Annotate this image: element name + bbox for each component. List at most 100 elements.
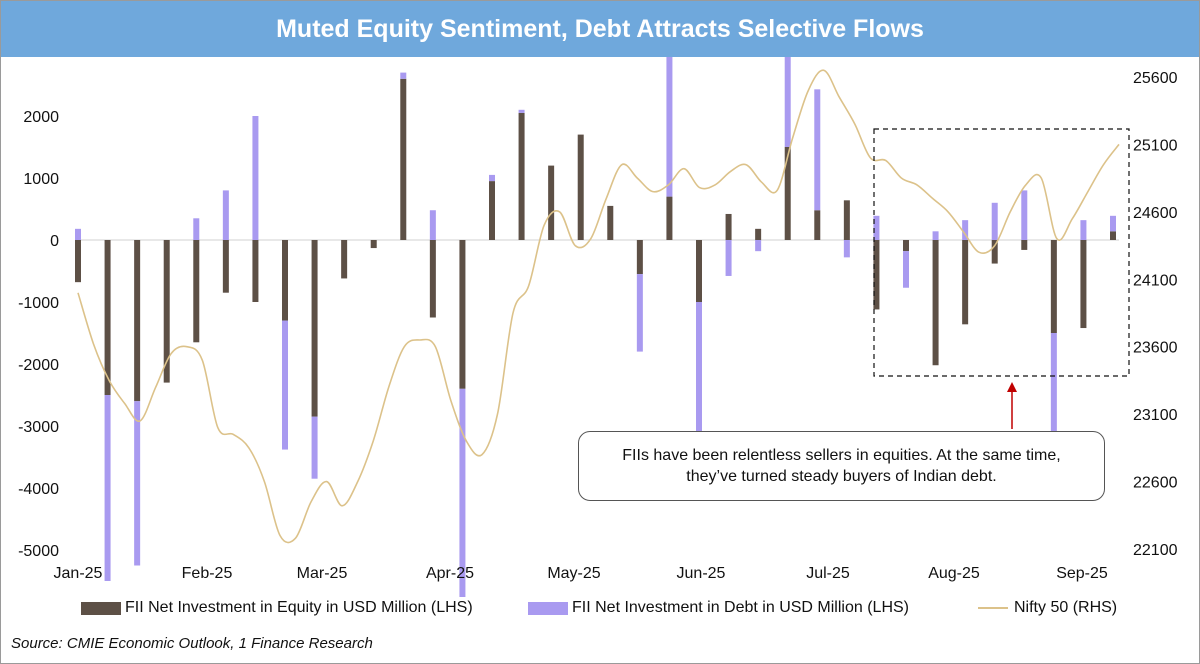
equity-bar [311,240,318,417]
debt-bar [193,218,200,240]
debt-bar [903,251,909,288]
equity-bar [459,240,466,389]
left-tick-label: 2000 [23,109,59,126]
equity-bar [666,196,673,240]
x-tick-label: Feb-25 [182,565,233,582]
equity-bar [784,147,791,240]
debt-bar [636,274,643,352]
equity-bar [193,240,200,343]
equity-bar [1110,231,1116,240]
equity-bar [400,78,407,240]
nifty-line [77,69,1120,544]
x-tick-label: Mar-25 [297,565,348,582]
legend-swatch-debt [528,601,568,615]
right-tick-label: 22600 [1133,475,1178,492]
highlight-box [873,128,1130,377]
debt-bar [666,57,673,197]
right-tick-label: 23600 [1133,340,1178,357]
equity-bar [696,240,702,302]
debt-bar [489,174,495,182]
left-tick-label: -1000 [18,295,59,312]
x-tick-label: Jun-25 [677,565,726,582]
equity-bar [1021,240,1028,250]
equity-bar [1050,240,1057,333]
equity-bar [962,240,969,325]
right-tick-label: 23100 [1133,407,1178,424]
legend-item-debt: FII Net Investment in Debt in USD Millio… [528,599,909,617]
x-tick-label: Jul-25 [806,565,850,582]
legend-label-nifty: Nifty 50 (RHS) [1014,599,1118,616]
equity-bar [548,165,555,240]
equity-bar [252,240,259,302]
annotation-box: FIIs have been relentless sellers in equ… [578,431,1105,501]
x-tick-label: Aug-25 [928,565,980,582]
equity-bar [903,240,909,252]
equity-bar [873,240,880,310]
legend: FII Net Investment in Equity in USD Mill… [1,599,1199,621]
debt-bar [1021,190,1028,240]
left-tick-label: 1000 [23,171,59,188]
debt-bar [843,240,850,258]
equity-bar [607,205,614,240]
equity-bar [75,240,81,283]
right-tick-label: 25600 [1133,70,1178,87]
debt-bar [134,401,141,566]
debt-bar [1050,333,1057,435]
legend-item-equity: FII Net Investment in Equity in USD Mill… [81,599,473,617]
debt-bar [696,302,702,482]
debt-bar [104,395,111,581]
annotation-text: FIIs have been relentless sellers in equ… [622,447,1061,485]
debt-bar [873,215,880,240]
debt-bar [991,202,998,240]
debt-bar [755,240,762,252]
equity-bar [577,134,584,240]
left-tick-label: -4000 [18,481,59,498]
debt-bar [518,109,525,113]
x-tick-label: Jan-25 [54,565,103,582]
debt-bar [75,228,81,240]
left-tick-label: -5000 [18,543,59,560]
legend-label-debt: FII Net Investment in Debt in USD Millio… [572,599,909,616]
title-bar: Muted Equity Sentiment, Debt Attracts Se… [1,1,1199,57]
equity-bar [282,240,288,321]
debt-bar [962,220,969,240]
x-tick-label: May-25 [547,565,600,582]
equity-bar [222,240,229,293]
x-tick-label: Apr-25 [426,565,474,582]
x-tick-label: Sep-25 [1056,565,1108,582]
left-tick-label: -3000 [18,419,59,436]
equity-bar [814,210,821,240]
equity-bar [489,181,495,240]
right-tick-label: 22100 [1133,542,1178,559]
debt-bar [282,320,288,450]
equity-bar [843,200,850,240]
legend-swatch-nifty [978,607,1008,609]
equity-bar [341,240,348,279]
right-tick-label: 24600 [1133,205,1178,222]
source-note: Source: CMIE Economic Outlook, 1 Finance… [11,635,373,652]
chart-title: Muted Equity Sentiment, Debt Attracts Se… [276,14,924,43]
equity-bar [163,240,170,383]
right-tick-label: 25100 [1133,137,1178,154]
equity-bar [429,240,436,318]
left-tick-label: 0 [50,233,59,250]
annotation-arrowhead [1007,382,1017,392]
debt-bar [311,416,318,479]
debt-bar [459,388,466,597]
legend-label-equity: FII Net Investment in Equity in USD Mill… [125,599,473,616]
debt-bar [932,231,939,240]
equity-bar [370,240,377,249]
debt-bar [814,89,821,211]
debt-bar [222,190,229,240]
equity-bar [636,240,643,275]
debt-bar [1110,215,1116,232]
equity-bar [725,213,732,240]
debt-bar [784,57,791,147]
debt-bar [725,240,732,276]
equity-bar [1080,240,1087,329]
debt-bar [400,72,407,79]
chart-svg: 2000 1000 0 -1000 -2000 -3000 -4000 -5000 25600 2… [18,57,1178,597]
debt-bar [252,116,259,240]
equity-bar [932,240,939,366]
